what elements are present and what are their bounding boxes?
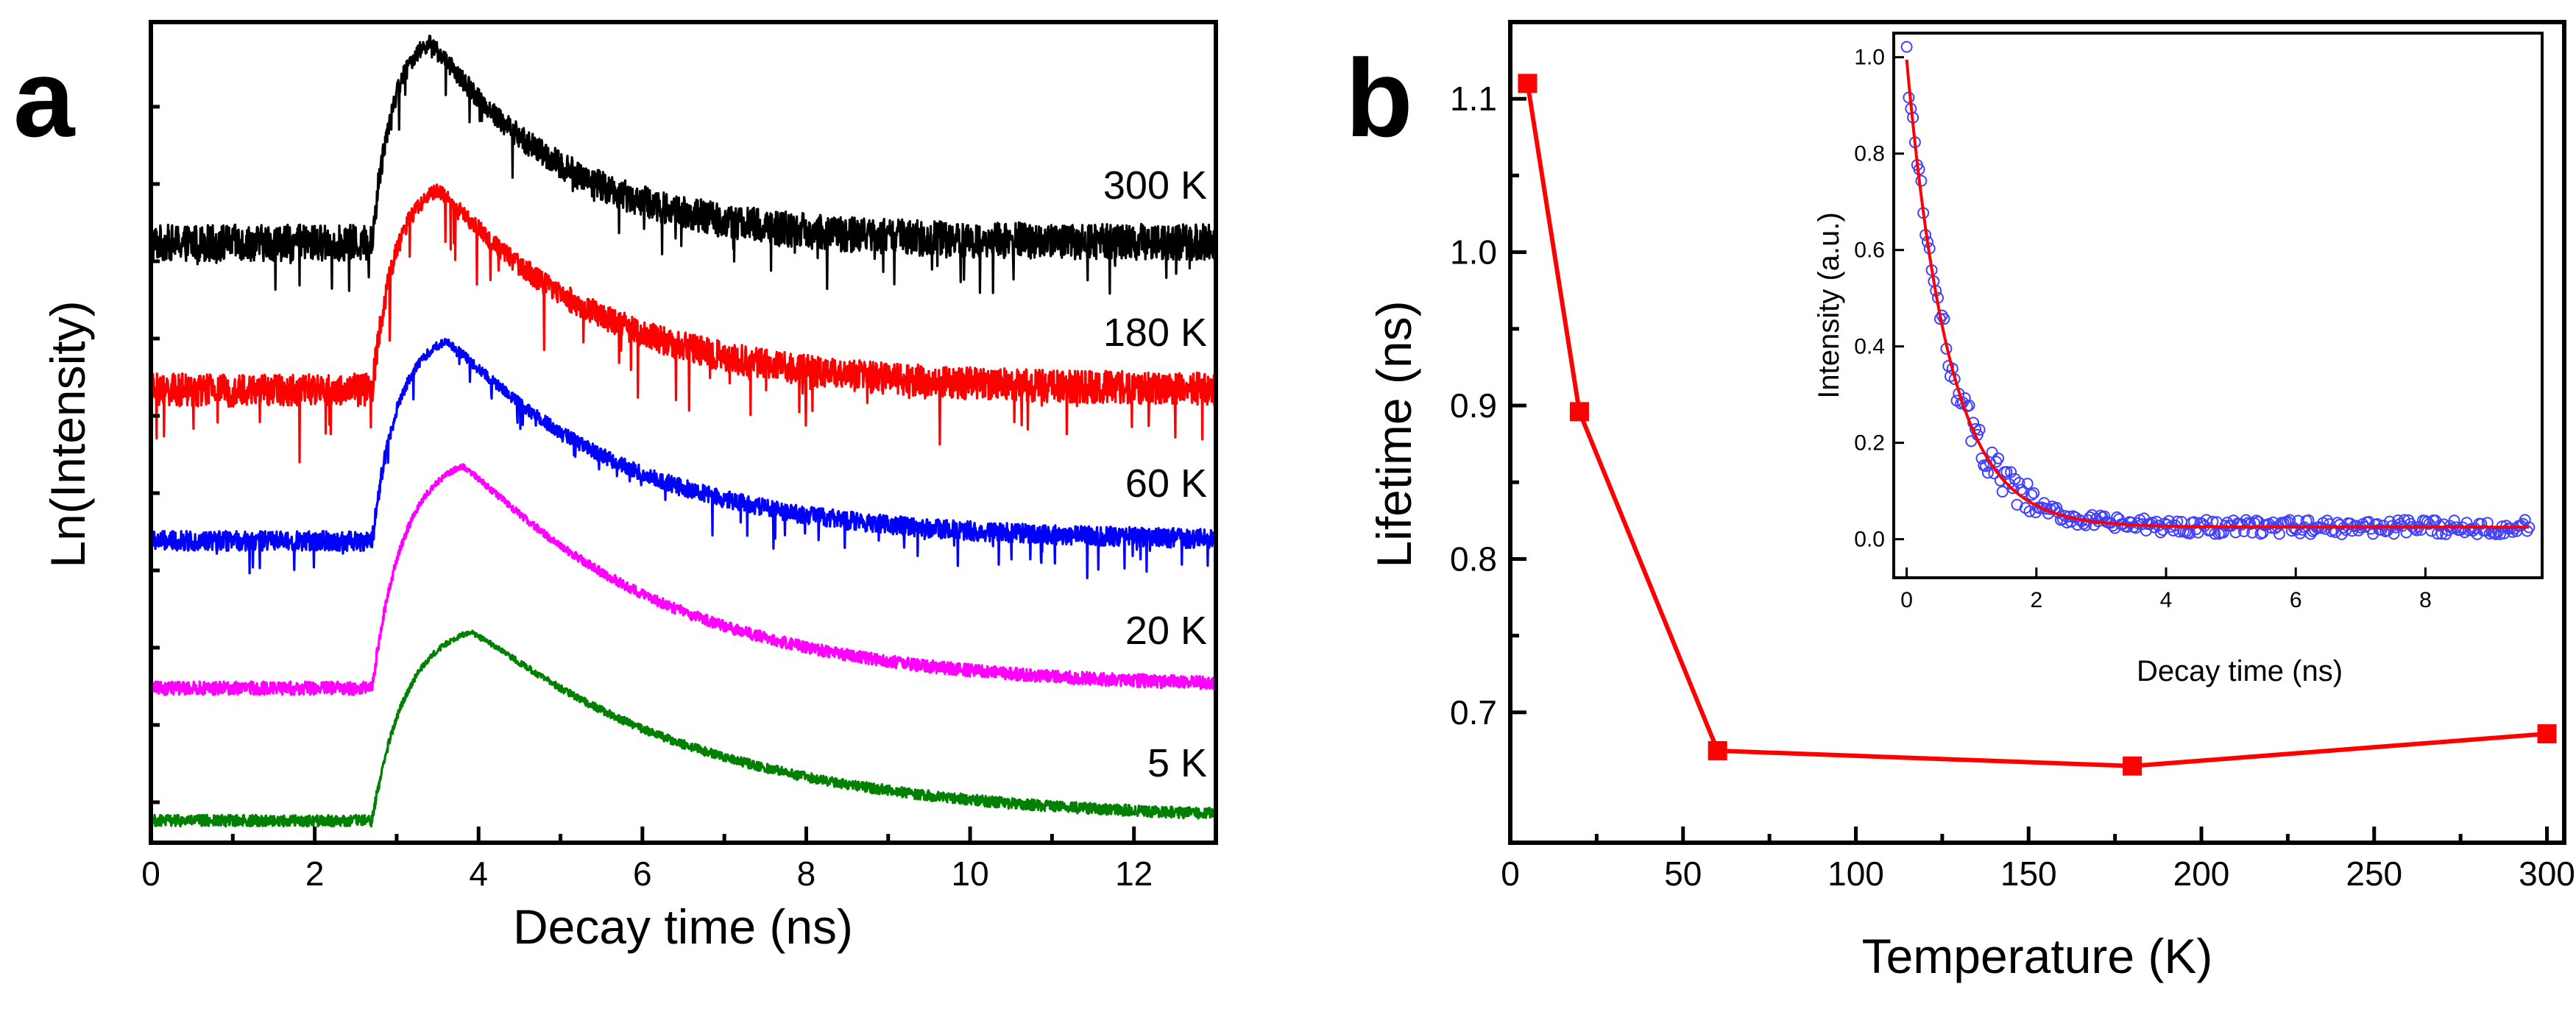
panel-b-inset-data-point [2021,478,2034,490]
panel-a-x-tick-label: 8 [797,854,816,893]
panel-b-inset-fit [1905,59,2530,529]
panel-a-series-group [149,35,1217,828]
panel-a-series-line [149,463,1217,696]
panel-b-x-tick-label: 250 [2346,854,2402,893]
panel-b-inset-data-point [2290,523,2302,536]
panel-b-inset-ticks: 0 2 4 6 8 0.0 0.2 0.4 0.6 0.8 1.0 [1854,46,2431,612]
panel-a-x-tick-label: 2 [305,854,325,893]
panel-b-inset-frame [1892,32,2544,579]
panel-b: b 0 50 100 150 200 250 300 0.7 0.8 0.9 1.0 1.1 Temp… [1345,20,2575,983]
panel-b-inset-x-tick-label: 4 [2160,588,2173,612]
panel-a-x-tick-label: 0 [141,854,160,893]
panel-a-series-line [149,183,1217,464]
panel-b-inset-data-point [2371,518,2383,530]
panel-b-x-tick-label: 200 [2173,854,2230,893]
panel-a-x-axis-title: Decay time (ns) [513,899,853,954]
panel-b-inset-data-point [2352,524,2365,537]
panel-b-inset-data-point [2028,487,2040,499]
panel-b-x-tick-label: 300 [2519,854,2575,893]
panel-b-x-axis-title: Temperature (K) [1862,929,2213,983]
panel-b-inset-y-axis-title: Intensity (a.u.) [1813,212,1845,398]
panel-b-y-tick-label: 0.8 [1450,539,1497,578]
panel-b-plot-frame [1508,20,2566,845]
panel-b-inset-data-point [2009,473,2021,485]
panel-b-inset-x-axis-title: Decay time (ns) [2137,655,2343,687]
panel-b-inset-data-point [1992,452,2005,464]
panel-b-inset-data-point [2088,519,2101,531]
panel-b-data-point [1708,740,1727,760]
panel-b-inset-data-point [2094,509,2106,522]
panel-b-inset-data-point [2304,528,2317,540]
panel-b-data-point [2123,756,2142,776]
panel-a-series-label: 20 K [1125,609,1207,653]
panel-b-inset-data-point [1900,40,1913,53]
panel-a-plot-frame [149,20,1218,845]
panel-b-ticks: 0 50 100 150 200 250 300 0.7 0.8 0.9 1.0 1.1 [1450,79,2575,893]
panel-a-series-line [149,338,1217,579]
panel-b-inset-data-point [2000,466,2013,478]
panel-b-y-tick-label: 0.7 [1450,693,1497,732]
panel-a-series-label: 180 K [1103,311,1207,355]
panel-b-y-tick-label: 0.9 [1450,386,1497,425]
panel-a-x-tick-label: 4 [469,854,488,893]
panel-b-inset-y-tick-label: 0.4 [1854,335,1885,359]
panel-b-y-axis-title: Lifetime (ns) [1367,300,1421,567]
panel-b-inset-data-point [1973,423,1986,436]
panel-b-inset-y-tick-label: 0.8 [1854,142,1885,166]
panel-b-inset-data-point [1965,435,1978,447]
panel-b-data-point [1569,402,1589,422]
panel-a-x-ticks: 0 2 4 6 8 10 12 [141,105,1218,893]
panel-a-letter: a [13,36,76,160]
panel-b-inset-data-point [2184,527,2196,539]
panel-b-inset-data-point [2025,489,2038,501]
panel-a-x-tick-label: 10 [951,854,988,893]
panel-b-inset-data-point [2398,514,2410,526]
panel-b-x-tick-label: 50 [1664,854,1702,893]
panel-b-inset: 0 2 4 6 80.00.20.40.60.81.0 Decay time (ns) … [1813,32,2544,687]
panel-b-inset-x-tick-label: 0 [1900,588,1913,612]
panel-b-inset-data-point [2335,528,2348,540]
panel-b-inset-x-tick-label: 6 [2290,588,2302,612]
panel-b-data-point [2537,724,2557,744]
panel-b-data-point [1518,74,1538,93]
panel-b-x-tick-label: 150 [2000,854,2057,893]
panel-b-inset-data-point [1996,486,2009,498]
panel-b-x-tick-label: 0 [1501,854,1520,893]
panel-b-inset-y-tick-label: 0.6 [1854,238,1885,263]
panel-b-series [1518,74,2557,776]
panel-a-series-label: 5 K [1147,741,1207,785]
panel-b-inset-data-point [2494,528,2506,540]
panel-a-x-tick-label: 6 [633,854,652,893]
panel-a-series-line [149,35,1217,295]
panel-b-inset-data-point [2302,514,2315,526]
panel-a-x-tick-label: 12 [1115,854,1153,893]
panel-b-inset-data-point [1938,313,1950,325]
panel-b-inset-data-point [2490,528,2502,540]
panel-b-y-tick-label: 1.1 [1450,79,1497,118]
panel-a-series-labels: 300 K 180 K 60 K 20 K 5 K [1103,163,1207,785]
panel-b-inset-y-tick-label: 1.0 [1854,46,1885,70]
panel-b-y-tick-label: 1.0 [1450,233,1497,272]
panel-b-inset-y-tick-label: 0.2 [1854,431,1885,456]
panel-a-series-label: 60 K [1125,461,1207,506]
panel-a-series-label: 300 K [1103,163,1207,208]
panel-b-inset-fit-line [1905,59,2530,529]
panel-b-inset-data-point [1986,446,1998,459]
panel-b-inset-x-tick-label: 2 [2030,588,2042,612]
panel-b-x-tick-label: 100 [1827,854,1884,893]
panel-b-inset-data-point [2273,528,2285,540]
panel-b-letter: b [1345,36,1413,160]
panel-a-y-axis-title: Ln(Intensity) [40,300,95,567]
panel-b-inset-data-point [2209,528,2221,540]
panel-a: a 0 2 4 6 8 10 12 300 K 180 K 60 K 20 K 5 K Decay … [13,20,1218,954]
panel-b-inset-x-tick-label: 8 [2419,588,2432,612]
panel-a-series-line [149,629,1217,828]
panel-b-inset-y-tick-label: 0.0 [1854,528,1885,552]
